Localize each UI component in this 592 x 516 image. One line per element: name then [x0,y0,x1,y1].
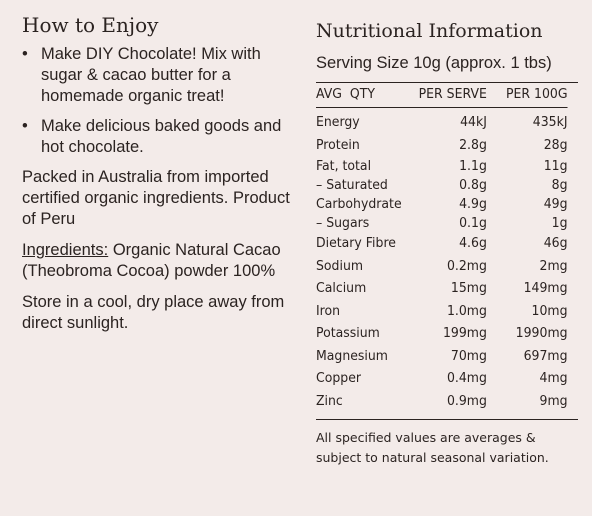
nutrition-table: AVG QTY PER SERVE PER 100G Energy 44kJ 435… [316,82,578,420]
table-row: Potassium 199mg 1990mg [316,323,568,346]
nutrient-name: Iron [316,303,341,319]
per-serve-value: 0.9mg [446,393,487,409]
nutrient-name: Carbohydrate [316,197,402,212]
table-header: AVG QTY PER SERVE PER 100G [316,83,568,108]
table-body: Energy 44kJ 435kJ Protein 2.8g 28g Fat, total 1… [316,108,578,419]
list-item: • Make delicious baked goods and hot cho… [22,116,294,158]
per-100g-value: 4mg [539,371,568,386]
nutrient-name: Sodium [316,258,364,274]
header-per-serve: PER SERVE [418,87,487,102]
nutrient-name: Dietary Fibre [316,236,396,251]
per-serve-value: 1.1g [459,159,487,174]
table-row: Calcium 15mg 149mg [316,278,568,301]
per-100g-value: 2mg [539,258,568,274]
table-row: Copper 0.4mg 4mg [316,368,568,391]
per-serve-value: 0.2mg [446,258,487,274]
table-row: Dietary Fibre 4.6g 46g [316,233,568,256]
per-serve-value: 199mg [442,326,487,341]
nutrient-name: Calcium [316,281,367,296]
table-row: – Sugars 0.1g 1g [316,214,568,233]
list-item: • Make DIY Chocolate! Mix with sugar & c… [22,44,294,107]
storage-text: Store in a cool, dry place away from dir… [22,293,285,332]
how-to-enjoy-title: How to Enjoy [22,13,159,37]
bullet-icon: • [22,117,28,135]
per-serve-value: 70mg [450,348,487,364]
how-to-enjoy-section: How to Enjoy • Make DIY Chocolate! Mix w… [22,12,294,344]
per-100g-value: 1g [551,216,568,231]
per-serve-value: 1.0mg [446,303,487,319]
nutrient-name: Energy [316,115,360,130]
nutrient-name: Magnesium [316,348,388,364]
ingredients-text: Organic Natural Cacao (Theobroma Cocoa) … [22,241,281,280]
ingredients: Ingredients: Organic Natural Cacao (Theo… [22,240,294,282]
table-row: – Saturated 0.8g 8g [316,176,568,195]
table-row: Carbohydrate 4.9g 49g [316,195,568,214]
header-per-100g: PER 100G [505,87,568,102]
per-serve-value: 15mg [450,281,487,296]
per-100g-value: 10mg [531,303,568,319]
nutrition-panel: Nutritional Information Serving Size 10g… [316,18,578,468]
per-serve-value: 0.8g [459,178,487,193]
per-100g-value: 149mg [523,281,568,296]
serving-size: Serving Size 10g (approx. 1 tbs) [316,54,552,72]
table-row: Sodium 0.2mg 2mg [316,256,568,279]
per-100g-value: 697mg [523,348,568,364]
per-serve-value: 2.8g [459,137,487,153]
footnote: All specified values are averages & subj… [316,430,549,465]
nutrient-name: Protein [316,137,360,153]
per-serve-value: 0.4mg [446,371,487,386]
per-serve-value: 0.1g [459,216,487,231]
nutrient-name: Fat, total [316,159,372,174]
per-100g-value: 49g [543,197,568,212]
nutrient-name: Potassium [316,326,380,341]
per-100g-value: 46g [543,236,568,251]
per-100g-value: 11g [543,159,568,174]
nutrition-title: Nutritional Information [316,20,543,42]
nutrient-name: Copper [316,371,362,386]
table-row: Zinc 0.9mg 9mg [316,391,568,414]
nutrient-name: – Sugars [316,216,370,231]
per-serve-value: 44kJ [460,115,487,130]
per-serve-value: 4.9g [459,197,487,212]
usage-list: • Make DIY Chocolate! Mix with sugar & c… [22,44,294,158]
table-row: Magnesium 70mg 697mg [316,346,568,369]
table-row: Fat, total 1.1g 11g [316,157,568,176]
origin-text: Packed in Australia from imported certif… [22,168,290,228]
bullet-icon: • [22,45,28,63]
per-100g-value: 1990mg [515,326,568,341]
nutrient-name: Zinc [316,393,343,409]
bullet-text: Make delicious baked goods and hot choco… [41,117,282,156]
per-serve-value: 4.6g [459,236,487,251]
nutrient-name: – Saturated [316,178,388,193]
header-avg-qty: AVG QTY [316,87,375,102]
ingredients-label: Ingredients: [22,241,109,259]
table-row: Energy 44kJ 435kJ [316,112,568,135]
per-100g-value: 9mg [539,393,568,409]
per-100g-value: 435kJ [532,115,568,130]
table-row: Protein 2.8g 28g [316,135,568,158]
table-row: Iron 1.0mg 10mg [316,301,568,324]
per-100g-value: 28g [543,137,568,153]
per-100g-value: 8g [551,178,568,193]
bullet-text: Make DIY Chocolate! Mix with sugar & cac… [41,45,261,105]
